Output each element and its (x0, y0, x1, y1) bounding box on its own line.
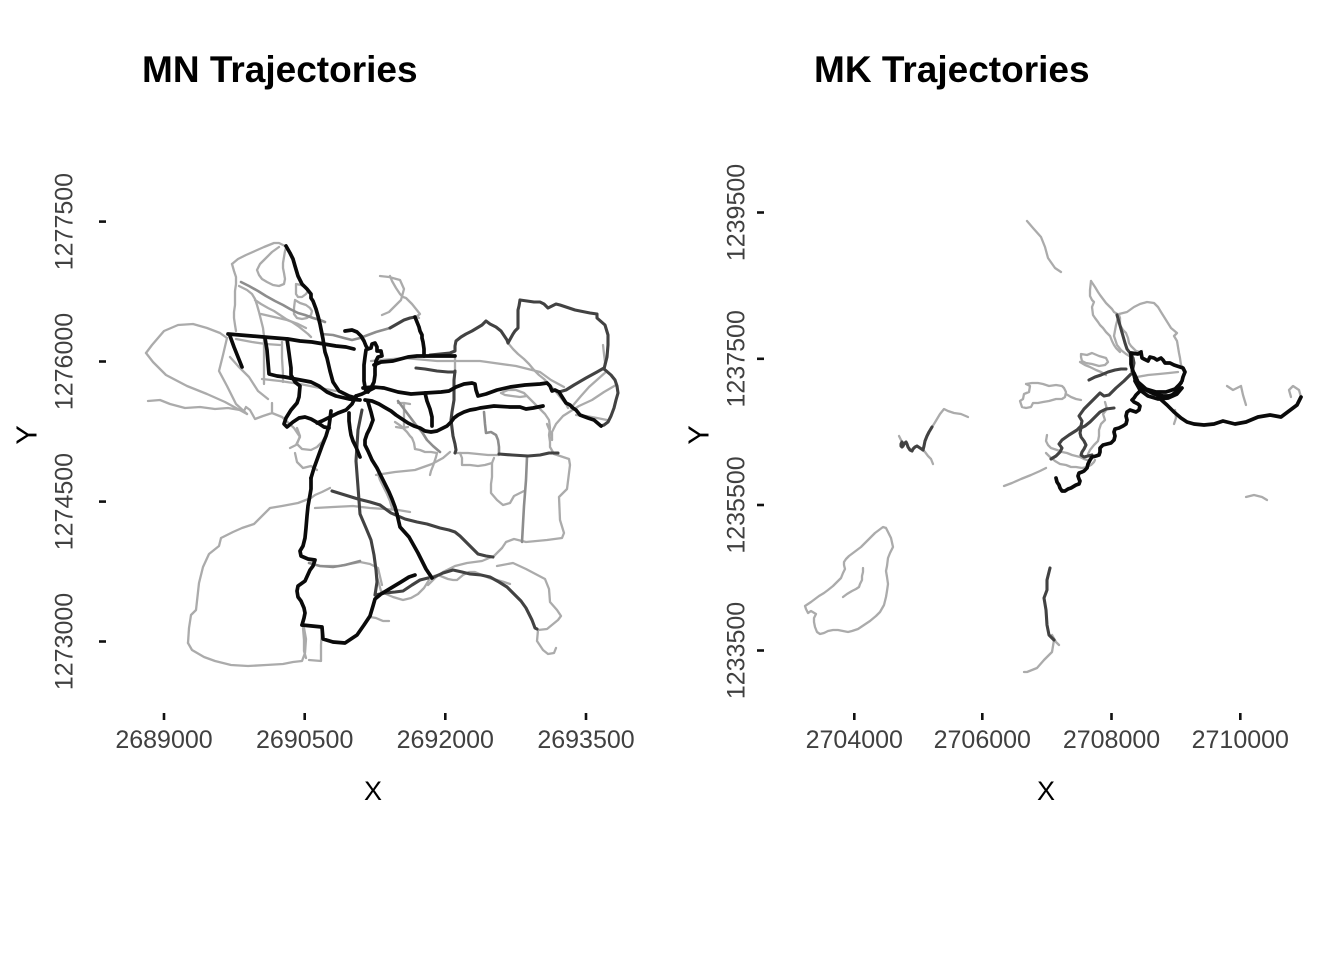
svg-text:X: X (364, 776, 382, 806)
svg-text:2710000: 2710000 (1192, 726, 1289, 754)
svg-text:2706000: 2706000 (934, 726, 1031, 754)
svg-text:1277500: 1277500 (51, 173, 79, 270)
svg-text:Y: Y (684, 425, 716, 444)
svg-text:2708000: 2708000 (1063, 726, 1160, 754)
svg-text:1239500: 1239500 (723, 164, 751, 261)
svg-text:1273000: 1273000 (51, 593, 79, 690)
svg-text:1235500: 1235500 (723, 456, 751, 553)
svg-text:1274500: 1274500 (51, 453, 79, 550)
svg-text:MN Trajectories: MN Trajectories (142, 49, 418, 90)
svg-text:1276000: 1276000 (51, 313, 79, 410)
svg-text:X: X (1037, 776, 1055, 806)
svg-text:MK Trajectories: MK Trajectories (814, 49, 1090, 90)
svg-text:2693500: 2693500 (537, 726, 634, 754)
svg-text:2704000: 2704000 (806, 726, 903, 754)
svg-text:1233500: 1233500 (723, 602, 751, 699)
svg-text:1237500: 1237500 (723, 310, 751, 407)
svg-text:2692000: 2692000 (397, 726, 494, 754)
svg-text:2689000: 2689000 (115, 726, 212, 754)
svg-text:Y: Y (12, 425, 44, 444)
svg-text:2690500: 2690500 (256, 726, 353, 754)
